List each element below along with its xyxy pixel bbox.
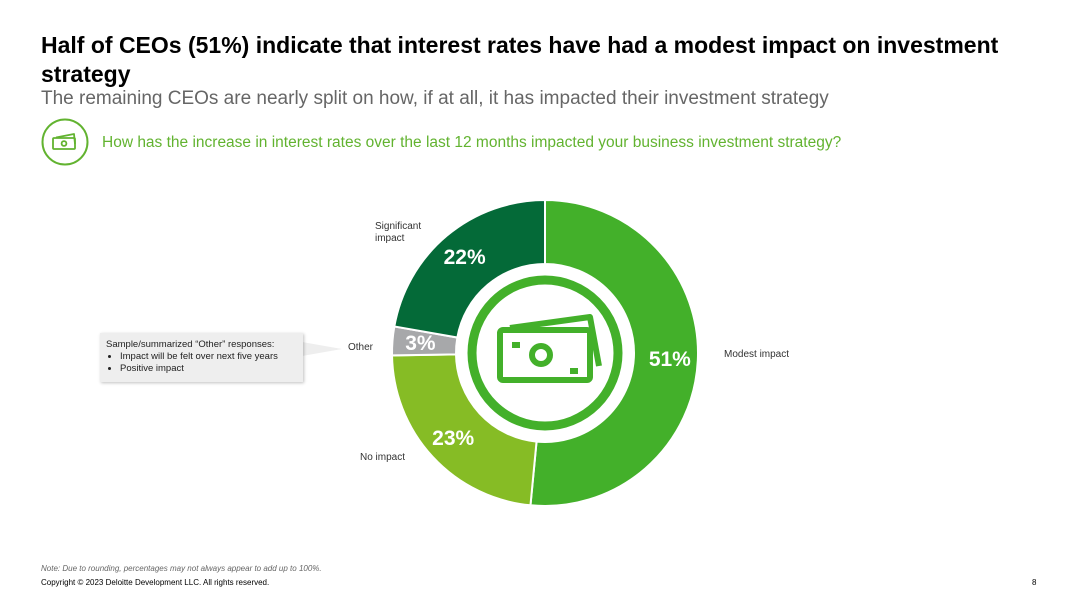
- callout-title: Sample/summarized “Other” responses:: [106, 339, 275, 350]
- money-icon-corner-mark: [512, 342, 520, 348]
- money-icon-coin: [529, 343, 553, 367]
- other-responses-callout: Sample/summarized “Other” responses: Imp…: [100, 333, 303, 382]
- money-icon: [41, 118, 89, 166]
- copyright: Copyright © 2023 Deloitte Development LL…: [41, 578, 270, 587]
- category-label: Significant impact: [375, 221, 421, 244]
- money-icon: [467, 275, 623, 431]
- callout-item: Impact will be felt over next five years: [120, 351, 297, 363]
- money-icon-bill: [497, 327, 593, 383]
- donut-slice-no-impact: [391, 353, 538, 507]
- center-ring: [467, 275, 623, 431]
- page-subtitle: The remaining CEOs are nearly split on h…: [41, 88, 829, 109]
- page-number: 8: [1032, 578, 1037, 587]
- money-icon-back-bill: [509, 314, 602, 367]
- callout-item: Positive impact: [120, 363, 297, 375]
- data-label: 3%: [405, 332, 436, 355]
- category-label: Modest impact: [724, 349, 789, 360]
- category-labels: Modest impact No impact Other Significant im…: [348, 221, 789, 463]
- category-label: No impact: [360, 452, 405, 463]
- data-label: 23%: [432, 427, 474, 450]
- donut-slices: [391, 198, 699, 507]
- data-label: 51%: [649, 348, 691, 371]
- data-label: 22%: [444, 246, 486, 269]
- donut-slice-significant-impact: [393, 198, 546, 339]
- page-title: Half of CEOs (51%) indicate that interes…: [41, 32, 999, 87]
- footnote: Note: Due to rounding, percentages may n…: [41, 564, 322, 573]
- money-icon-corner-mark: [570, 368, 578, 374]
- donut-slice-modest-impact: [529, 198, 699, 507]
- callout-pointer: [302, 342, 342, 356]
- category-label: Other: [348, 342, 374, 353]
- value-labels: 51% 23% 3% 22%: [405, 246, 691, 450]
- survey-question: How has the increase in interest rates o…: [102, 134, 842, 151]
